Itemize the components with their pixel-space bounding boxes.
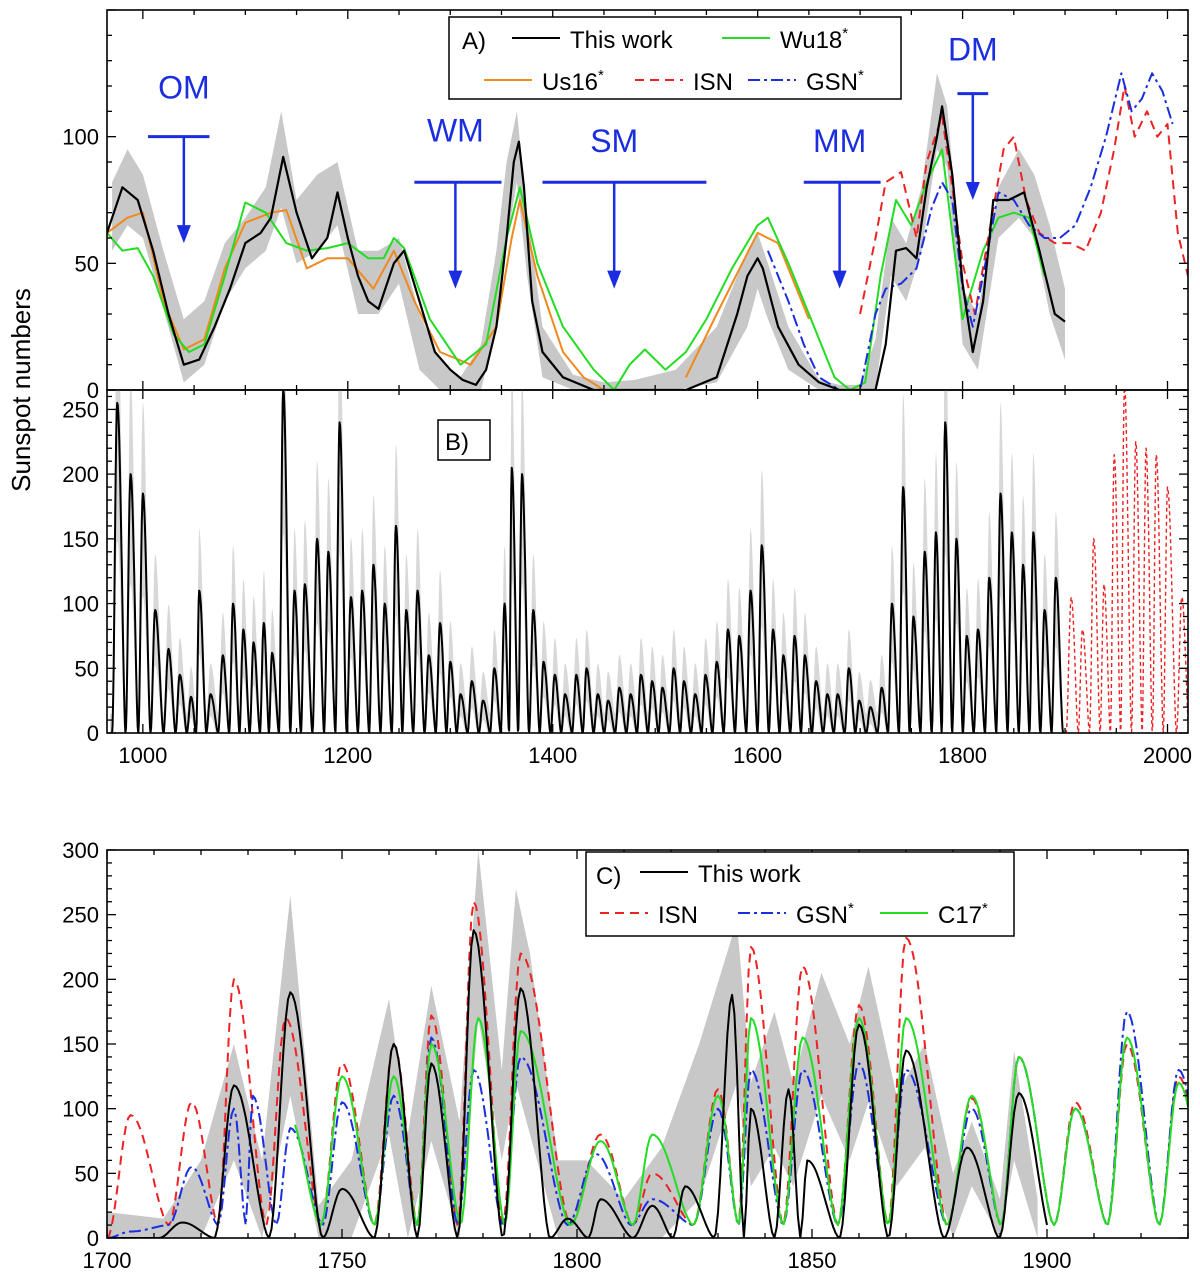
x-tick-label: 1600 (733, 743, 782, 768)
panel-label-box (437, 419, 491, 461)
minimum-marker-dm: DM (948, 32, 998, 200)
plot-frame (106, 389, 1189, 734)
panel-label: B) (445, 429, 469, 456)
legend-label-c17: C17* (938, 900, 988, 929)
legend-label-gsn: GSN* (796, 900, 854, 929)
legend-label-text: ISN (693, 69, 733, 96)
minimum-label: WM (427, 113, 484, 149)
x-tick-label: 1800 (938, 743, 987, 768)
y-tick-label: 50 (75, 251, 99, 276)
legend-label-sup: * (858, 67, 864, 84)
legend-label-wu18: Wu18* (780, 25, 848, 54)
series-line-this_work (107, 929, 1048, 1238)
legend-label-sup: * (848, 900, 854, 917)
legend-label-text: ISN (658, 902, 698, 929)
legend-label-this_work: This work (698, 861, 802, 888)
series-line-isn (859, 85, 1188, 315)
x-tick-label: 1750 (318, 1248, 367, 1273)
y-tick-label: 0 (87, 378, 99, 403)
y-tick-label: 250 (62, 397, 99, 422)
minimum-marker-om: OM (147, 70, 210, 244)
legend-label-us16: Us16* (542, 67, 604, 96)
legend-box (585, 851, 1015, 937)
minimum-label: SM (590, 123, 638, 159)
legend-label-text: Us16 (542, 69, 598, 96)
uncertainty-band-b (110, 390, 1063, 733)
x-tick-label: 1200 (323, 743, 372, 768)
x-tick-label: 1000 (118, 743, 167, 768)
legend-label-isn: ISN (693, 69, 733, 96)
legend-label-sup: * (982, 900, 988, 917)
legend-label-isn: ISN (658, 902, 698, 929)
panel-c: 0 50 100 150 200 250 300 1700 1750 1800 1850 1900 C)… (62, 838, 1189, 1273)
uncertainty-band-a (112, 73, 1065, 390)
series-line-this_work (109, 390, 1064, 733)
uncertainty-band-c (107, 850, 1038, 1238)
y-tick-label: 150 (62, 527, 99, 552)
minimum-arrow-head (607, 270, 622, 289)
series-line-wu18 (107, 186, 615, 390)
minimum-marker-sm: SM (542, 123, 707, 289)
minimum-arrow-head (448, 270, 463, 289)
x-tick-label: 1850 (788, 1248, 837, 1273)
y-tick-label: 100 (62, 125, 99, 150)
legend-label-text: GSN (806, 69, 858, 96)
minimum-arrow-head (176, 225, 191, 244)
y-axis-label: Sunspot numbers (6, 288, 36, 492)
legend-label-this_work: This work (570, 27, 674, 54)
x-tick-label: 1800 (553, 1248, 602, 1273)
y-tick-label: 100 (62, 1097, 99, 1122)
y-tick-label: 50 (75, 1161, 99, 1186)
series-line-us16 (107, 199, 605, 390)
minimum-marker-mm: MM (803, 123, 881, 289)
y-tick-label: 0 (87, 1226, 99, 1251)
series-line-gsn (766, 72, 1174, 390)
y-tick-label: 50 (75, 656, 99, 681)
minimum-label: MM (813, 123, 866, 159)
minimum-arrow-head (965, 182, 980, 200)
y-tick-label: 200 (62, 967, 99, 992)
series-line-us16-segment (685, 231, 810, 378)
series-line-this_work (107, 105, 1066, 390)
x-tick-label: 1400 (528, 743, 577, 768)
x-tick-label: 1900 (1023, 1248, 1072, 1273)
legend-label-text: GSN (796, 902, 848, 929)
series-line-isn (1064, 390, 1188, 733)
minimum-arrow-head (832, 270, 847, 289)
minimum-label: DM (948, 32, 998, 68)
y-tick-label: 250 (62, 903, 99, 928)
legend-label-gsn: GSN* (806, 67, 864, 96)
series-line-gsn (107, 1010, 1188, 1238)
legend-label-text: This work (570, 27, 674, 54)
legend-label-text: C17 (938, 902, 982, 929)
plot-frame (106, 849, 1189, 1239)
panel-label-box-b: B) (437, 419, 491, 461)
y-tick-label: 0 (87, 721, 99, 746)
panel-label: C) (596, 863, 621, 890)
y-tick-label: 300 (62, 838, 99, 863)
y-tick-label: 100 (62, 592, 99, 617)
y-tick-label: 150 (62, 1032, 99, 1057)
legend-a: A) This work Wu18*Us16* ISN GSN* (448, 16, 902, 100)
series-line-wu18-segment (613, 148, 1046, 390)
x-tick-label: 1700 (83, 1248, 132, 1273)
y-tick-label: 200 (62, 462, 99, 487)
panel-label: A) (462, 28, 486, 55)
legend-label-text: This work (698, 861, 802, 888)
x-tick-label: 2000 (1143, 743, 1192, 768)
legend-label-text: Wu18 (780, 27, 842, 54)
legend-label-sup: * (598, 67, 604, 84)
minimum-label: OM (158, 70, 210, 106)
legend-box (448, 16, 902, 100)
legend-label-sup: * (842, 25, 848, 42)
minimum-marker-wm: WM (414, 113, 502, 289)
panel-b: 0 50 100 150 200 250 1000 1200 1400 1600 1800 2000 B… (62, 389, 1192, 768)
